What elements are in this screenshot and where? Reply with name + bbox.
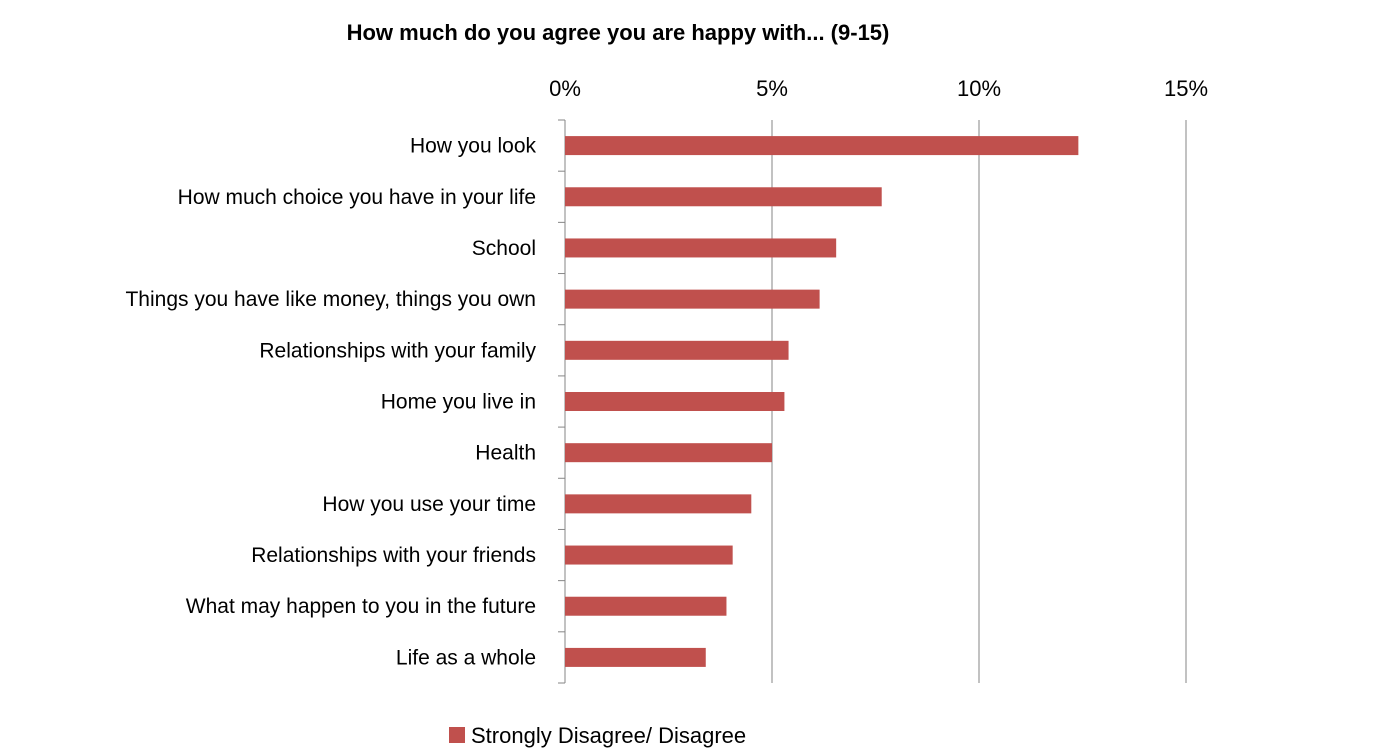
category-label: Things you have like money, things you o… <box>125 288 536 311</box>
category-label: How much choice you have in your life <box>178 186 536 209</box>
bar <box>565 340 789 360</box>
category-label: School <box>472 237 536 260</box>
bar <box>565 136 1079 156</box>
category-label: Health <box>475 442 536 465</box>
category-label: How you use your time <box>322 493 536 516</box>
bar <box>565 443 772 463</box>
legend: Strongly Disagree/ Disagree <box>449 723 746 748</box>
x-tick-label: 10% <box>957 76 1001 101</box>
x-tick-label: 5% <box>756 76 788 101</box>
category-label: Home you live in <box>381 391 536 414</box>
category-axis <box>558 119 566 684</box>
bar <box>565 187 882 207</box>
value-axis-tick-labels: 0% 5% 10% 15% <box>549 76 1208 101</box>
bar-series <box>565 136 1079 667</box>
x-tick-label: 0% <box>549 76 581 101</box>
category-label: Relationships with your friends <box>251 544 536 567</box>
bar <box>565 647 706 667</box>
category-labels: How you look How much choice you have in … <box>125 135 536 670</box>
category-label: Life as a whole <box>396 646 536 669</box>
bar <box>565 392 785 411</box>
legend-label: Strongly Disagree/ Disagree <box>471 723 746 748</box>
category-label: Relationships with your family <box>259 339 536 362</box>
chart-title: How much do you agree you are happy with… <box>347 20 890 45</box>
bar <box>565 596 727 616</box>
bar <box>565 545 733 565</box>
category-label: What may happen to you in the future <box>186 595 536 618</box>
x-tick-label: 15% <box>1164 76 1208 101</box>
legend-swatch <box>449 727 465 743</box>
bar <box>565 289 820 309</box>
category-label: How you look <box>410 135 537 158</box>
bar <box>565 238 837 258</box>
bar <box>565 494 752 514</box>
